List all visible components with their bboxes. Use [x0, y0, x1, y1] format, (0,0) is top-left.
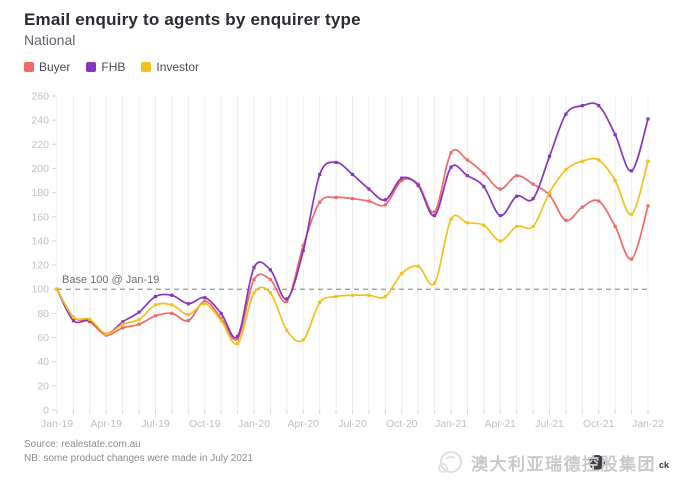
x-tick-label: Apr-20	[287, 418, 319, 430]
y-tick-label: 160	[31, 211, 49, 223]
gridlines	[56, 96, 649, 410]
page-title: Email enquiry to agents by enquirer type	[24, 10, 361, 29]
x-tick-label: Jan-22	[632, 418, 664, 430]
watermark-text: 澳大利亚瑞德控股集团	[470, 455, 656, 474]
baseline-label: Base 100 @ Jan-19	[62, 274, 159, 286]
x-tick-label: Jan-21	[435, 418, 467, 430]
source-note: Source: realestate.com.au	[24, 439, 141, 450]
y-tick-label: 0	[43, 405, 49, 417]
legend-swatch-icon	[86, 62, 97, 72]
x-tick-label: Jul-21	[535, 418, 564, 430]
x-tick-label: Apr-19	[90, 418, 122, 430]
x-tick-label: Oct-20	[386, 418, 418, 430]
y-tick-label: 240	[31, 115, 49, 127]
legend-label: FHB	[101, 60, 126, 74]
watermark-text-wrap: 澳大利亚瑞德控股集团	[471, 450, 656, 475]
legend-item-buyer: Buyer	[24, 60, 70, 74]
legend-swatch-icon	[141, 62, 152, 72]
x-tick-label: Jul-19	[141, 418, 170, 430]
legend-label: Buyer	[39, 60, 71, 74]
watermark-logo-icon	[437, 451, 462, 473]
y-tick-label: 200	[31, 163, 49, 175]
x-axis-labels: Jan-19 Apr-19 Jul-19 Oct-19 Jan-20 Apr-20 Jul-…	[41, 418, 664, 430]
chart-footer: Source: realestate.com.au NB: some produ…	[24, 438, 253, 466]
x-tick-label: Oct-19	[189, 418, 221, 430]
legend-swatch-icon	[24, 62, 34, 72]
x-tick-label: Jan-20	[238, 418, 270, 430]
y-axis-labels: 0 20 40 60 80 100 120 140 160 180 200 220 240 260	[31, 91, 56, 417]
baseline-100: Base 100 @ Jan-19	[57, 274, 648, 290]
y-tick-label: 220	[31, 139, 49, 151]
watermark-hidden-logo	[589, 455, 606, 470]
x-axis-ticks	[56, 410, 649, 414]
watermark-suffix: ck	[658, 459, 669, 470]
legend-label: Investor	[156, 60, 200, 74]
y-tick-label: 100	[31, 284, 49, 296]
y-tick-label: 260	[31, 91, 49, 103]
y-tick-label: 40	[37, 356, 49, 368]
y-tick-label: 20	[37, 380, 49, 392]
chart-legend: Buyer FHB Investor	[24, 60, 199, 74]
x-tick-label: Jul-20	[338, 418, 367, 430]
x-tick-label: Apr-21	[484, 418, 516, 430]
y-tick-label: 140	[31, 235, 49, 247]
series-markers-fhb	[55, 104, 650, 338]
y-tick-label: 180	[31, 187, 49, 199]
y-tick-label: 60	[37, 332, 49, 344]
legend-item-investor: Investor	[141, 60, 199, 74]
legend-item-fhb: FHB	[86, 60, 125, 74]
x-tick-label: Jan-19	[41, 418, 73, 430]
x-tick-label: Oct-21	[583, 418, 615, 430]
watermark: 澳大利亚瑞德控股集团 ck	[437, 449, 669, 476]
y-tick-label: 80	[37, 308, 49, 320]
page-subtitle: National	[24, 32, 76, 48]
y-tick-label: 120	[31, 260, 49, 272]
product-note: NB: some product changes were made in Ju…	[24, 453, 254, 464]
series-markers-investor	[55, 158, 650, 346]
